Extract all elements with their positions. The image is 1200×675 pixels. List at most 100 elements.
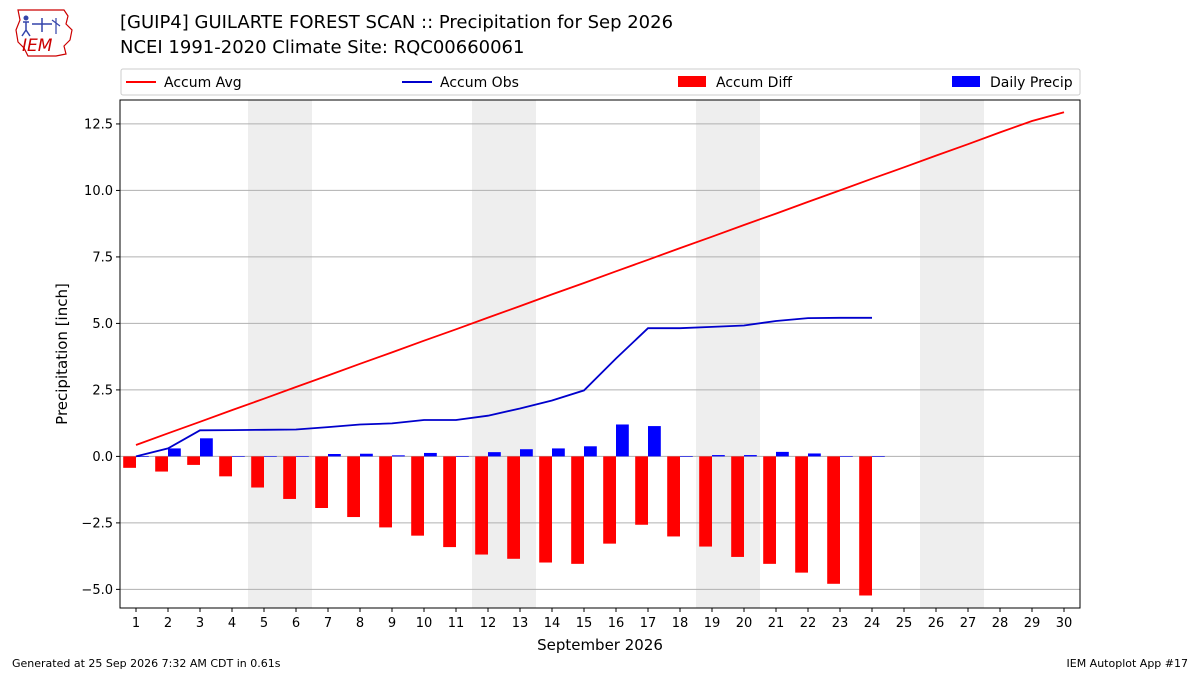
bar-accum-diff-day-2 xyxy=(155,456,168,472)
x-tick-label: 21 xyxy=(768,616,785,631)
bar-daily-precip-day-17 xyxy=(648,426,661,457)
y-tick-label: −5.0 xyxy=(81,583,113,598)
bar-daily-precip-day-8 xyxy=(360,453,373,457)
bar-accum-diff-day-3 xyxy=(187,456,200,465)
x-axis-label: September 2026 xyxy=(537,636,663,654)
legend-entry-accum-avg: Accum Avg xyxy=(126,75,242,91)
bar-accum-diff-day-24 xyxy=(859,456,872,596)
y-tick-label: 5.0 xyxy=(92,317,113,332)
bar-accum-diff-day-17 xyxy=(635,456,648,525)
x-tick-label: 24 xyxy=(864,616,881,631)
x-tick-label: 1 xyxy=(132,616,140,631)
x-tick-label: 22 xyxy=(800,616,817,631)
bar-daily-precip-day-14 xyxy=(552,448,565,457)
bar-accum-diff-day-16 xyxy=(603,456,616,544)
bar-daily-precip-day-20 xyxy=(744,455,757,457)
x-tick-label: 9 xyxy=(388,616,396,631)
bar-accum-diff-day-19 xyxy=(699,456,712,547)
generated-timestamp: Generated at 25 Sep 2026 7:32 AM CDT in … xyxy=(12,657,281,670)
logo-text: IEM xyxy=(22,36,53,56)
x-tick-label: 19 xyxy=(704,616,721,631)
y-tick-label: 0.0 xyxy=(92,450,113,465)
x-tick-label: 8 xyxy=(356,616,364,631)
x-tick-label: 11 xyxy=(448,616,465,631)
x-tick-label: 10 xyxy=(416,616,433,631)
bar-daily-precip-day-12 xyxy=(488,452,501,457)
bar-daily-precip-day-7 xyxy=(328,454,341,457)
legend-swatch-accum-diff xyxy=(678,76,706,87)
x-tick-label: 30 xyxy=(1056,616,1073,631)
bar-daily-precip-day-1 xyxy=(136,456,149,457)
legend-entry-accum-diff: Accum Diff xyxy=(678,75,792,91)
bar-daily-precip-day-18 xyxy=(680,456,693,457)
bar-daily-precip-day-13 xyxy=(520,449,533,457)
x-tick-label: 6 xyxy=(292,616,300,631)
bar-accum-diff-day-23 xyxy=(827,456,840,584)
weekend-shade-0 xyxy=(248,100,312,608)
x-tick-label: 7 xyxy=(324,616,332,631)
x-tick-label: 26 xyxy=(928,616,945,631)
bar-daily-precip-day-10 xyxy=(424,452,437,457)
y-tick-label: −2.5 xyxy=(81,516,113,531)
legend-label-daily-precip: Daily Precip xyxy=(990,75,1073,91)
iem-logo: IEM xyxy=(8,6,80,60)
bar-accum-diff-day-15 xyxy=(571,456,584,564)
legend-label-accum-diff: Accum Diff xyxy=(716,75,792,91)
x-tick-label: 2 xyxy=(164,616,172,631)
legend-swatch-daily-precip xyxy=(952,76,980,87)
bar-daily-precip-day-15 xyxy=(584,446,597,457)
bar-daily-precip-day-19 xyxy=(712,455,725,457)
bar-accum-diff-day-20 xyxy=(731,456,744,557)
x-tick-label: 12 xyxy=(480,616,497,631)
bar-accum-diff-day-7 xyxy=(315,456,328,508)
x-tick-label: 28 xyxy=(992,616,1009,631)
bar-daily-precip-day-21 xyxy=(776,451,789,457)
bar-accum-diff-day-14 xyxy=(539,456,552,563)
weekend-shade-3 xyxy=(920,100,984,608)
bar-daily-precip-day-2 xyxy=(168,448,181,457)
plot-frame xyxy=(119,99,1081,609)
bar-daily-precip-day-4 xyxy=(232,456,245,457)
x-tick-label: 23 xyxy=(832,616,849,631)
bar-accum-diff-day-22 xyxy=(795,456,808,573)
x-tick-label: 14 xyxy=(544,616,561,631)
bar-daily-precip-day-16 xyxy=(616,424,629,457)
bar-accum-diff-day-13 xyxy=(507,456,520,559)
x-tick-label: 20 xyxy=(736,616,753,631)
x-tick-label: 25 xyxy=(896,616,913,631)
bar-accum-diff-day-9 xyxy=(379,456,392,528)
bar-accum-diff-day-1 xyxy=(123,456,136,468)
page-title: [GUIP4] GUILARTE FOREST SCAN :: Precipit… xyxy=(120,12,674,33)
bar-accum-diff-day-11 xyxy=(443,456,456,548)
bar-accum-diff-day-21 xyxy=(763,456,776,564)
bar-daily-precip-day-11 xyxy=(456,456,469,457)
y-tick-label: 7.5 xyxy=(92,250,113,265)
legend-label-accum-obs: Accum Obs xyxy=(440,75,519,91)
series-line-accum-obs xyxy=(135,316,872,458)
x-tick-label: 15 xyxy=(576,616,593,631)
bar-accum-diff-day-10 xyxy=(411,456,424,536)
legend-entry-accum-obs: Accum Obs xyxy=(402,75,519,91)
y-tick-label: 12.5 xyxy=(84,117,113,132)
bar-accum-diff-day-5 xyxy=(251,456,264,488)
x-tick-label: 4 xyxy=(228,616,236,631)
legend: Accum Avg Accum Obs Accum Diff Daily Pre… xyxy=(120,68,1081,96)
app-credit: IEM Autoplot App #17 xyxy=(1066,657,1189,670)
y-tick-label: 2.5 xyxy=(92,383,113,398)
bar-accum-diff-day-12 xyxy=(475,456,488,555)
x-tick-label: 27 xyxy=(960,616,977,631)
bar-accum-diff-day-18 xyxy=(667,456,680,537)
bar-daily-precip-day-3 xyxy=(200,438,213,457)
legend-entry-daily-precip: Daily Precip xyxy=(952,75,1073,91)
bar-daily-precip-day-23 xyxy=(840,456,853,457)
bar-accum-diff-day-6 xyxy=(283,456,296,499)
x-tick-label: 29 xyxy=(1024,616,1041,631)
x-tick-label: 5 xyxy=(260,616,268,631)
bar-accum-diff-day-8 xyxy=(347,456,360,518)
y-axis-label: Precipitation [inch] xyxy=(53,283,71,425)
page-subtitle: NCEI 1991-2020 Climate Site: RQC00660061 xyxy=(120,37,525,58)
legend-label-accum-avg: Accum Avg xyxy=(164,75,242,91)
series-line-accum-avg xyxy=(135,111,1065,446)
bar-daily-precip-day-22 xyxy=(808,453,821,457)
